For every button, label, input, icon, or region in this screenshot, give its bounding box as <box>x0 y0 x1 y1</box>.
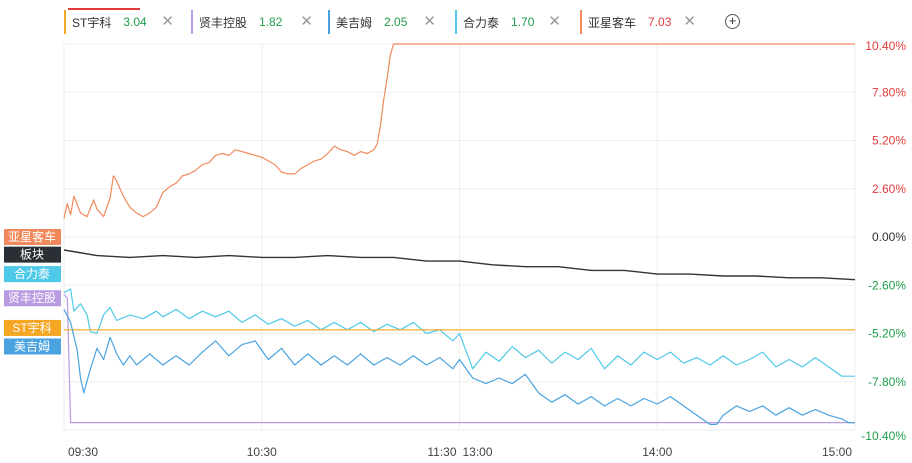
add-stock-button[interactable]: + <box>725 14 740 29</box>
stock-tab-name: 贤丰控股 <box>199 15 248 30</box>
series-label-text: ST宇科 <box>12 321 51 335</box>
close-icon[interactable]: ✕ <box>683 13 696 30</box>
y-tick-label: -7.80% <box>868 375 906 389</box>
stock-tab-bar: ST宇科 3.04 ✕ 贤丰控股 1.82 ✕ 美吉姆 2.05 ✕ 合力泰 1.70 ✕ 亚星客车 7.… <box>0 0 912 44</box>
x-tick-label: 14:00 <box>642 445 672 459</box>
y-tick-label: -2.60% <box>868 278 906 292</box>
stock-tab-0[interactable]: ST宇科 3.04 ✕ <box>64 10 180 34</box>
active-tab-indicator <box>68 8 140 10</box>
series-line-1 <box>63 249 856 281</box>
x-tick-label: 15:00 <box>822 445 852 459</box>
x-tick-label: 13:00 <box>463 445 493 459</box>
y-tick-label: 0.00% <box>872 230 906 244</box>
stock-tab-2[interactable]: 美吉姆 2.05 ✕ <box>328 10 442 34</box>
stock-tab-4[interactable]: 亚星客车 7.03 ✕ <box>580 10 702 34</box>
stock-tab-value: 2.05 <box>384 15 408 29</box>
series-label-box <box>4 266 61 283</box>
y-axis-labels: 10.40% 7.80% 5.20% 2.60% 0.00% -2.60% -5.20% -7… <box>861 39 906 443</box>
chart-grid <box>63 43 856 431</box>
stock-tab-name: 美吉姆 <box>336 15 373 30</box>
close-icon[interactable]: ✕ <box>161 13 174 30</box>
y-tick-label: 5.20% <box>872 134 906 148</box>
chart-series <box>63 43 856 425</box>
x-axis-labels: 09:30 10:30 11:30 13:00 14:00 15:00 <box>68 445 852 459</box>
series-label-text: 板块 <box>20 248 44 262</box>
series-line-2 <box>63 288 855 377</box>
series-line-5 <box>63 309 855 425</box>
series-label-text: 合力泰 <box>14 266 50 281</box>
x-tick-label: 09:30 <box>68 445 98 459</box>
series-label-text: 贤丰控股 <box>8 291 56 305</box>
x-tick-label: 10:30 <box>247 445 277 459</box>
stock-tab-value: 7.03 <box>648 15 672 29</box>
y-tick-label: 10.40% <box>865 39 906 53</box>
y-tick-label: -10.40% <box>861 429 906 443</box>
series-label-box <box>4 290 61 307</box>
stock-tab-name: 合力泰 <box>463 15 500 30</box>
close-icon[interactable]: ✕ <box>423 13 436 30</box>
stock-tab-3[interactable]: 合力泰 1.70 ✕ <box>455 10 567 34</box>
series-label-box <box>4 338 61 355</box>
stock-tab-1[interactable]: 贤丰控股 1.82 ✕ <box>191 10 319 34</box>
series-line-0 <box>63 43 855 219</box>
series-label-text: 美吉姆 <box>14 339 50 353</box>
series-line-3 <box>63 294 855 424</box>
series-label-box <box>4 319 61 336</box>
x-tick-label: 11:30 <box>427 445 456 459</box>
close-icon[interactable]: ✕ <box>300 13 313 30</box>
series-label-text: 亚星客车 <box>8 229 56 244</box>
y-tick-label: -5.20% <box>868 327 906 341</box>
series-label-box <box>4 229 61 245</box>
y-tick-label: 2.60% <box>872 182 906 196</box>
y-tick-label: 7.80% <box>872 85 906 99</box>
series-label-box <box>4 246 61 263</box>
stock-tab-value: 1.82 <box>259 15 283 29</box>
stock-tab-value: 1.70 <box>511 15 535 29</box>
close-icon[interactable]: ✕ <box>548 13 561 30</box>
stock-tab-name: ST宇科 <box>72 15 112 30</box>
stock-tab-name: 亚星客车 <box>588 15 637 30</box>
stock-tab-value: 3.04 <box>123 15 147 29</box>
